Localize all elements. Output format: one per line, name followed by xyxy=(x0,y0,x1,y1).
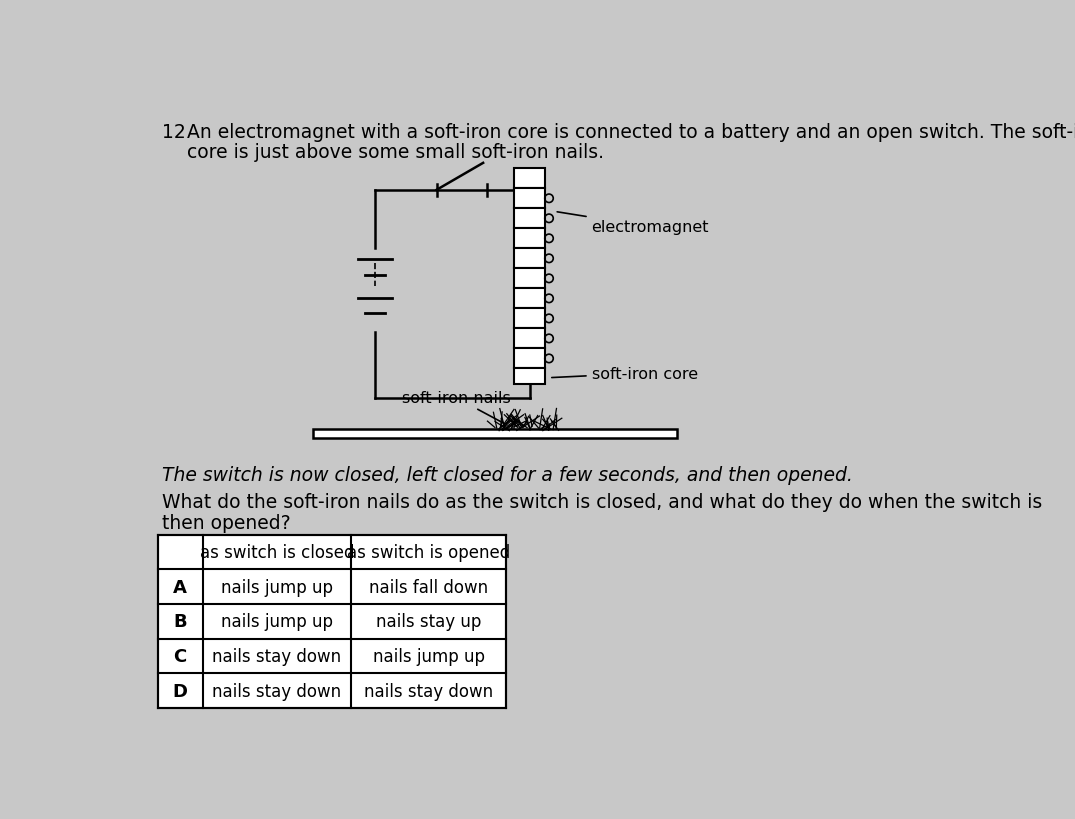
Bar xyxy=(514,369,545,384)
Bar xyxy=(514,309,545,329)
Text: soft-iron core: soft-iron core xyxy=(551,366,698,381)
Text: An electromagnet with a soft-iron core is connected to a battery and an open swi: An electromagnet with a soft-iron core i… xyxy=(187,123,1075,142)
Text: core is just above some small soft-iron nails.: core is just above some small soft-iron … xyxy=(187,143,604,162)
Text: What do the soft-iron nails do as the switch is closed, and what do they do when: What do the soft-iron nails do as the sw… xyxy=(161,493,1042,512)
Text: nails stay down: nails stay down xyxy=(213,647,342,665)
Text: The switch is now closed, left closed for a few seconds, and then opened.: The switch is now closed, left closed fo… xyxy=(161,466,852,485)
Text: electromagnet: electromagnet xyxy=(557,213,710,235)
Bar xyxy=(514,209,545,229)
Bar xyxy=(514,249,545,269)
Text: nails jump up: nails jump up xyxy=(221,578,333,596)
Text: as switch is opened: as switch is opened xyxy=(347,544,511,561)
Text: A: A xyxy=(173,578,187,596)
Text: nails stay down: nails stay down xyxy=(364,682,493,699)
Bar xyxy=(313,429,677,438)
Bar xyxy=(514,189,545,209)
Text: C: C xyxy=(173,647,187,665)
Bar xyxy=(514,289,545,309)
Bar xyxy=(514,329,545,349)
Text: nails stay down: nails stay down xyxy=(213,682,342,699)
Text: D: D xyxy=(173,682,188,699)
Text: soft-iron nails: soft-iron nails xyxy=(402,391,511,423)
Text: nails jump up: nails jump up xyxy=(221,613,333,631)
Text: B: B xyxy=(173,613,187,631)
Text: as switch is closed: as switch is closed xyxy=(200,544,355,561)
Text: nails stay up: nails stay up xyxy=(376,613,482,631)
Text: 12: 12 xyxy=(161,123,185,142)
Bar xyxy=(514,229,545,249)
Bar xyxy=(158,535,506,708)
Bar xyxy=(514,269,545,289)
Bar xyxy=(514,349,545,369)
Text: nails jump up: nails jump up xyxy=(373,647,485,665)
Text: then opened?: then opened? xyxy=(161,514,290,532)
Bar xyxy=(514,169,545,189)
Text: nails fall down: nails fall down xyxy=(370,578,488,596)
